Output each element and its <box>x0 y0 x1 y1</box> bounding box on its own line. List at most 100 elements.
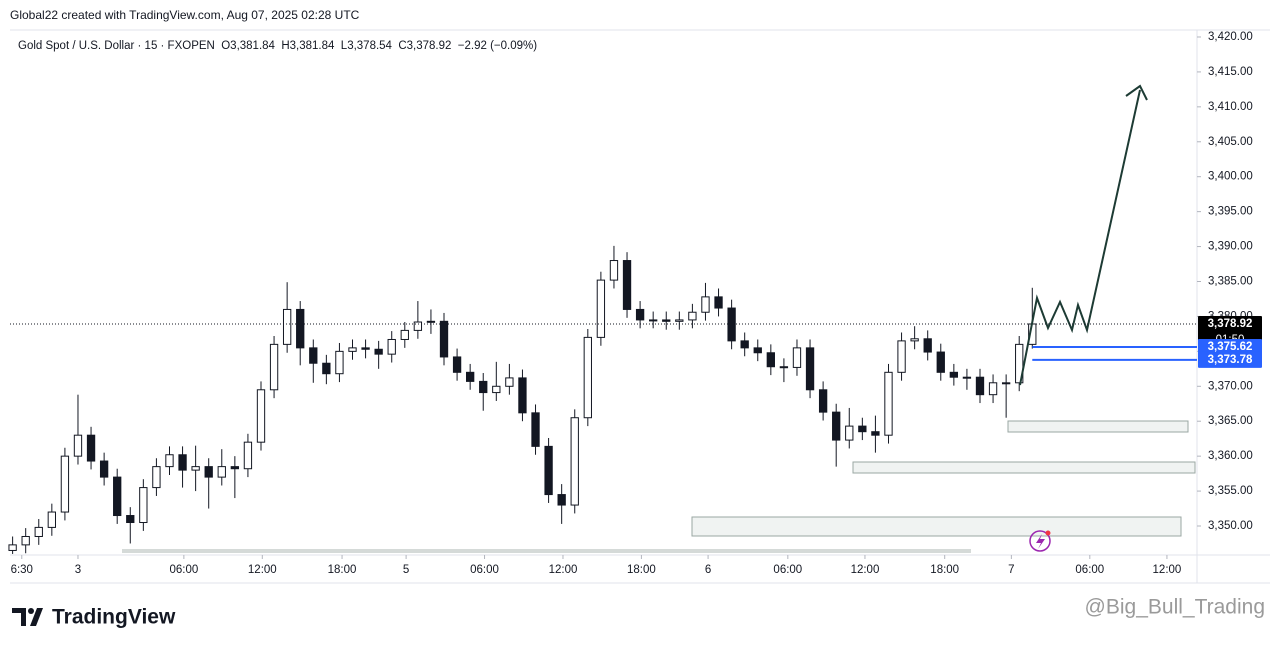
alert-bolt <box>1036 534 1045 549</box>
price-label: 3,375.62 <box>1208 341 1253 353</box>
candle-body <box>21 535 30 546</box>
chart-title: Global22 created with TradingView.com, A… <box>10 8 360 22</box>
candle-body <box>662 319 671 322</box>
candle-body <box>426 320 436 323</box>
price-label: 3,378.92 <box>1208 318 1253 330</box>
candle-body <box>47 511 56 528</box>
candle-body <box>688 311 697 321</box>
candle-body <box>400 329 409 340</box>
x-tick-label: 7 <box>1008 564 1014 576</box>
projection-arrow <box>1019 89 1141 386</box>
candle-body <box>204 466 213 478</box>
candle-body <box>73 434 83 457</box>
candle-body <box>86 434 96 462</box>
x-tick-label: 18:00 <box>930 564 959 576</box>
x-tick-label: 06:00 <box>169 564 198 576</box>
candle-body <box>936 351 945 373</box>
drawings <box>122 84 1196 553</box>
x-tick-label: 18:00 <box>328 564 357 576</box>
brand-logo: TradingView <box>12 606 176 629</box>
brand-name: TradingView <box>52 606 176 629</box>
y-tick-label: 3,365.00 <box>1208 415 1253 427</box>
candle-body <box>1001 382 1011 385</box>
x-tick-label: 12:00 <box>248 564 277 576</box>
zone-box <box>1007 420 1189 433</box>
candle-body <box>557 494 566 506</box>
y-tick-label: 3,395.00 <box>1208 206 1253 218</box>
x-tick-label: 12:00 <box>1153 564 1182 576</box>
alert-icon[interactable] <box>1029 530 1051 552</box>
candle-body <box>649 319 658 322</box>
candle-body <box>635 308 645 321</box>
candle-body <box>152 466 161 489</box>
candle-body <box>296 308 305 349</box>
candle-body <box>34 526 43 537</box>
candle-body <box>374 348 383 355</box>
price-label: 3,373.78 <box>1208 354 1253 366</box>
zone-bar <box>122 549 971 553</box>
x-tick-label: 06:00 <box>1075 564 1104 576</box>
candle-body <box>779 366 789 369</box>
candle-body <box>897 340 906 373</box>
x-tick-label: 5 <box>403 564 409 576</box>
candle-body <box>505 377 514 387</box>
candle-body <box>479 380 488 394</box>
candle-body <box>126 515 135 524</box>
price-label-box <box>1198 339 1262 356</box>
arrow-head <box>1125 84 1148 101</box>
candle-body <box>217 466 226 478</box>
x-tick-label: 6 <box>705 564 711 576</box>
x-tick-label: 6:30 <box>11 564 33 576</box>
candle-body <box>1015 343 1024 384</box>
candle-body <box>805 347 815 391</box>
candle-body <box>361 347 370 350</box>
candle-body <box>832 411 841 441</box>
candle-body <box>387 338 396 355</box>
candle-body <box>256 389 266 443</box>
candle-body <box>622 260 632 310</box>
y-tick-label: 3,410.00 <box>1208 101 1253 113</box>
candle-body <box>766 352 775 368</box>
x-tick-label: 12:00 <box>851 564 880 576</box>
candle-body <box>544 445 553 496</box>
candle-body <box>269 343 279 391</box>
candle-body <box>740 340 749 349</box>
candle-body <box>452 356 462 373</box>
candle-body <box>871 431 880 436</box>
y-tick-label: 3,405.00 <box>1208 136 1253 148</box>
candle-body <box>727 307 736 342</box>
candle-body <box>858 425 867 433</box>
candle-body <box>714 296 723 309</box>
y-tick-label: 3,390.00 <box>1208 241 1253 253</box>
candle-body <box>518 377 527 414</box>
logo-shape <box>12 608 26 626</box>
logo-shape <box>30 608 43 626</box>
alert-dot <box>1045 530 1051 536</box>
x-tick-label: 06:00 <box>470 564 499 576</box>
x-tick-label: 3 <box>75 564 81 576</box>
candle-body <box>322 362 331 375</box>
candle-body <box>243 441 253 470</box>
candle-body <box>923 338 932 353</box>
candle-body <box>230 466 240 470</box>
y-tick-label: 3,360.00 <box>1208 450 1253 462</box>
candle-body <box>962 376 972 379</box>
y-tick-label: 3,370.00 <box>1208 380 1253 392</box>
candle-body <box>884 371 893 436</box>
candle-body <box>570 417 579 506</box>
x-tick-label: 06:00 <box>773 564 802 576</box>
y-tick-label: 3,385.00 <box>1208 276 1253 288</box>
y-tick-label: 3,355.00 <box>1208 485 1253 497</box>
candle-body <box>792 347 802 368</box>
watermark: @Big_Bull_Trading <box>1085 596 1265 619</box>
y-tick-label: 3,415.00 <box>1208 66 1253 78</box>
y-tick-label: 3,420.00 <box>1208 31 1253 43</box>
candle-body <box>335 350 344 375</box>
candle-body <box>178 454 187 471</box>
candle-body <box>191 466 200 471</box>
zone-box <box>852 461 1196 474</box>
candle-body <box>139 487 148 524</box>
candle-body <box>609 260 619 281</box>
candle-body <box>165 454 174 468</box>
candle-body <box>949 371 959 378</box>
